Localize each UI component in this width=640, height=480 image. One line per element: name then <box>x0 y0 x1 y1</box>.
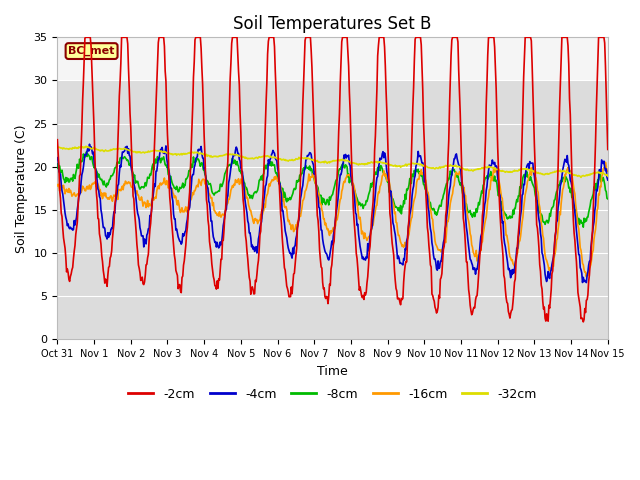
Text: BC_met: BC_met <box>68 46 115 56</box>
Title: Soil Temperatures Set B: Soil Temperatures Set B <box>234 15 432 33</box>
Legend: -2cm, -4cm, -8cm, -16cm, -32cm: -2cm, -4cm, -8cm, -16cm, -32cm <box>124 383 542 406</box>
X-axis label: Time: Time <box>317 365 348 378</box>
Bar <box>58 37 608 81</box>
Y-axis label: Soil Temperature (C): Soil Temperature (C) <box>15 124 28 252</box>
